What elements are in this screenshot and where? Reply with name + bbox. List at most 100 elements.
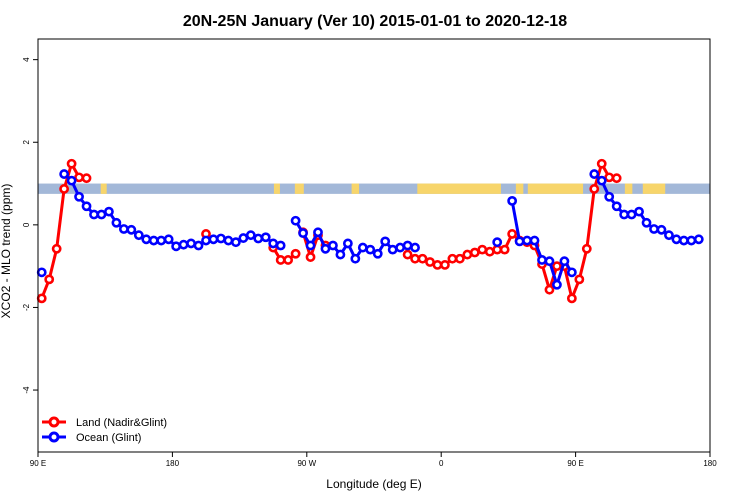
ocean-point (118, 224, 129, 234)
ocean-point (342, 238, 353, 249)
ocean-point (36, 267, 47, 278)
ocean-point (529, 235, 540, 246)
land-point (425, 257, 435, 267)
land-point (611, 173, 622, 184)
ocean-point (492, 237, 503, 248)
land-point (51, 243, 62, 254)
map-strip-land (417, 183, 501, 194)
y-tick-label: -4 (22, 386, 31, 394)
ocean-point (387, 244, 398, 255)
map-strip-land (527, 183, 584, 194)
ocean-point (171, 241, 182, 252)
plot-frame (37, 38, 711, 453)
ocean-point (596, 175, 607, 186)
ocean-point (290, 215, 301, 226)
ocean-point (604, 191, 615, 202)
land-point (581, 243, 592, 254)
land-point (507, 229, 518, 239)
land-point (492, 244, 503, 255)
map-strip-land (624, 183, 633, 194)
land-point (462, 249, 473, 260)
ocean-point (275, 240, 286, 251)
ocean-point (380, 236, 391, 247)
ocean-point (163, 234, 174, 245)
land-point (402, 249, 413, 260)
ocean-point (402, 240, 413, 251)
chart-title: 20N-25N January (Ver 10) 2015-01-01 to 2… (183, 13, 567, 30)
ocean-point (223, 235, 234, 246)
ocean-point (253, 233, 264, 244)
map-strip-land (515, 183, 524, 194)
ocean-point (544, 256, 555, 267)
x-axis-label: Longitude (deg E) (326, 477, 421, 491)
map-strip-land (642, 183, 666, 194)
ocean-point (537, 255, 547, 265)
land-point (305, 252, 316, 262)
ocean-point (298, 228, 308, 239)
ocean-point (641, 217, 652, 228)
ocean-point (156, 235, 167, 246)
legend: Land (Nadir&Glint) Ocean (Glint) (42, 416, 167, 444)
map-strip (38, 183, 710, 194)
land-point (66, 158, 77, 169)
ocean-point (104, 206, 114, 217)
ocean-point (686, 235, 697, 246)
map-strip-land (100, 183, 107, 194)
ocean-point (89, 209, 99, 220)
ocean-point (566, 267, 577, 278)
ocean-point (201, 235, 211, 246)
land-point (59, 184, 70, 194)
land-point (283, 255, 294, 265)
y-tick-label: 0 (22, 222, 31, 227)
ocean-point (656, 224, 667, 235)
ocean-point (208, 234, 219, 245)
ocean-point (514, 236, 525, 247)
land-point (454, 253, 465, 264)
ocean-point (365, 244, 376, 255)
x-tick-label: 180 (166, 459, 180, 468)
map-strip-land (294, 183, 304, 194)
land-point (432, 260, 443, 270)
land-point (596, 158, 607, 169)
legend-ocean-marker (48, 431, 60, 443)
ocean-point (260, 232, 271, 243)
ocean-point (649, 224, 659, 234)
y-tick-label: 2 (22, 139, 31, 144)
legend-land-label: Land (Nadir&Glint) (76, 417, 167, 429)
ocean-point (664, 230, 674, 241)
ocean-point (126, 224, 137, 235)
ocean-point (552, 279, 562, 290)
y-tick-label: -2 (22, 303, 31, 311)
ocean-point (59, 169, 70, 179)
x-tick-label: 90 E (30, 459, 46, 468)
axis-ticks: 90 E 180 90 W 0 90 E 180 -4 -2 0 2 4 (22, 57, 717, 468)
ocean-point (66, 175, 77, 186)
land-point (574, 274, 585, 285)
ocean-point (693, 234, 704, 245)
ocean-point (74, 191, 84, 202)
land-point (440, 260, 450, 270)
ocean-point (133, 230, 144, 241)
ocean-point (305, 240, 316, 251)
ocean-point (507, 195, 518, 206)
land-point (552, 261, 562, 272)
map-strip-land (351, 183, 360, 194)
x-tick-label: 90 E (567, 459, 583, 468)
land-point (447, 253, 458, 264)
land-point (484, 246, 495, 257)
series-layer (36, 158, 704, 304)
ocean-point (395, 242, 406, 253)
land-point (544, 284, 555, 295)
x-tick-label: 0 (439, 459, 444, 468)
map-strip-ocean (38, 183, 710, 194)
ocean-point (350, 253, 361, 264)
land-point (290, 248, 301, 259)
ocean-point (626, 209, 637, 220)
legend-land-marker (48, 416, 60, 428)
land-point (275, 255, 286, 265)
x-tick-label: 180 (703, 459, 717, 468)
ocean-point (634, 206, 644, 217)
ocean-point (81, 201, 92, 212)
ocean-point (357, 242, 368, 253)
